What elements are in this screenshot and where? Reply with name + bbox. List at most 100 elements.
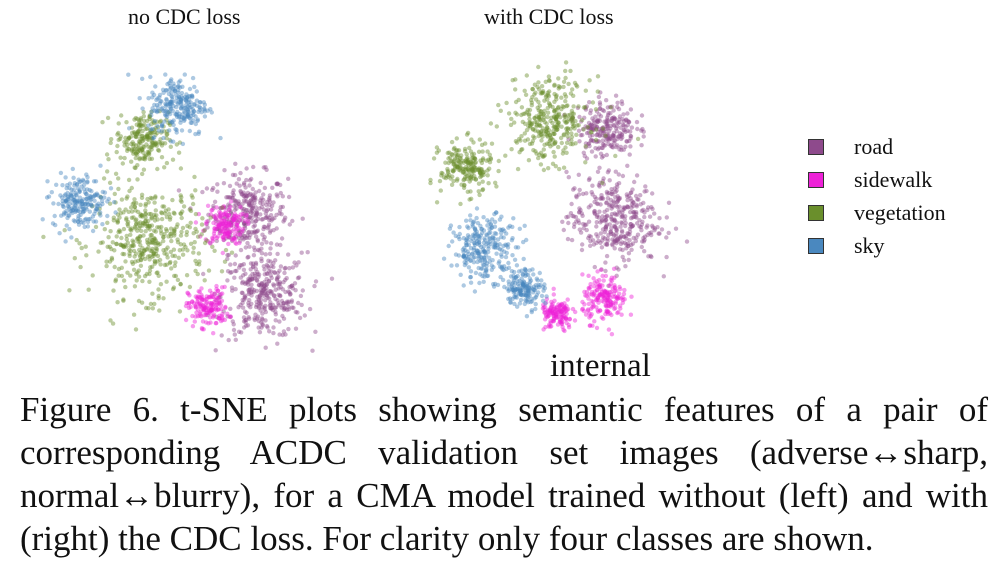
scatter-point-vegetation [556,144,561,150]
scatter-point-sky [457,231,462,237]
scatter-point-road [239,263,244,268]
scatter-point-vegetation [136,221,141,226]
scatter-point-sidewalk [209,301,214,306]
scatter-point-vegetation [450,174,455,179]
scatter-point-vegetation [149,128,154,133]
scatter-point-sky [485,273,491,278]
scatter-point-road [666,230,671,236]
scatter-point-road [254,299,259,304]
scatter-point-vegetation [148,233,153,238]
scatter-point-sidewalk [193,305,199,310]
scatter-point-road [239,192,244,197]
scatter-point-road [269,306,274,311]
scatter-point-vegetation [134,217,139,222]
scatter-point-sidewalk [586,301,592,307]
scatter-point-road [241,267,247,272]
scatter-point-sky [69,235,74,240]
scatter-point-road [642,214,647,220]
scatter-point-sidewalk [231,220,237,225]
scatter-point-road [241,228,246,234]
scatter-point-road [282,305,287,311]
scatter-point-sidewalk [203,320,209,325]
scatter-point-road [245,323,251,328]
scatter-point-vegetation [563,99,568,104]
scatter-point-road [281,280,286,285]
scatter-point-sidewalk [580,299,585,305]
scatter-point-sky [84,191,89,197]
scatter-point-road [211,206,216,211]
scatter-point-road [625,122,630,128]
scatter-point-road [260,285,266,290]
scatter-point-road [613,169,618,174]
legend-item-sidewalk: sidewalk [808,163,946,196]
scatter-point-vegetation [118,136,123,141]
scatter-point-sky [464,218,469,223]
scatter-point-vegetation [167,121,173,126]
scatter-point-vegetation [167,261,172,266]
scatter-point-vegetation [133,327,139,332]
scatter-point-road [258,198,263,203]
scatter-point-vegetation [480,149,485,154]
scatter-point-road [266,222,272,227]
scatter-point-sky [137,96,142,101]
scatter-point-sky [70,166,76,172]
scatter-point-road [609,187,614,192]
scatter-point-road [259,204,264,210]
scatter-point-sky [187,102,192,108]
scatter-point-road [259,256,264,261]
scatter-point-vegetation [152,214,158,220]
scatter-point-road [232,198,237,203]
scatter-point-sidewalk [244,212,249,218]
scatter-point-vegetation [150,118,155,123]
scatter-point-vegetation [137,247,142,253]
scatter-point-vegetation [134,271,139,277]
scatter-point-road [242,226,248,231]
scatter-point-sidewalk [211,312,217,317]
scatter-point-sidewalk [611,266,617,271]
scatter-point-vegetation [168,215,173,220]
scatter-point-sidewalk [207,288,213,293]
scatter-point-sidewalk [210,307,215,313]
scatter-point-road [248,203,253,208]
scatter-point-road [289,300,294,305]
scatter-point-road [273,305,279,310]
scatter-point-road [246,254,251,260]
scatter-point-sky [85,179,90,184]
scatter-point-vegetation [136,128,141,133]
scatter-point-road [269,203,275,208]
scatter-point-sky [175,109,180,115]
scatter-point-road [247,290,252,295]
scatter-point-road [225,195,231,200]
scatter-point-vegetation [123,135,128,141]
scatter-point-sidewalk [220,221,226,227]
scatter-point-road [576,172,581,177]
scatter-point-road [275,181,280,187]
scatter-point-road [234,181,239,186]
scatter-point-vegetation [177,248,182,253]
scatter-point-vegetation [142,221,147,226]
scatter-point-vegetation [115,143,120,149]
scatter-point-vegetation [524,127,530,133]
scatter-point-sidewalk [224,223,229,228]
scatter-point-vegetation [195,271,200,277]
scatter-point-vegetation [135,270,140,275]
scatter-point-vegetation [129,141,134,147]
scatter-point-road [227,235,232,240]
scatter-point-road [609,216,614,221]
scatter-point-sidewalk [558,307,563,312]
scatter-point-sidewalk [220,225,225,230]
scatter-point-road [236,177,242,182]
scatter-point-road [618,144,624,150]
scatter-point-sky [182,72,187,77]
scatter-point-sky [493,281,498,287]
scatter-point-vegetation [178,233,184,238]
scatter-point-vegetation [135,235,141,241]
scatter-point-road [581,221,586,227]
scatter-point-vegetation [520,147,525,152]
scatter-point-road [641,134,646,139]
scatter-point-sidewalk [629,294,634,299]
scatter-point-vegetation [180,252,186,257]
scatter-point-sidewalk [195,295,200,300]
scatter-point-vegetation [142,122,147,128]
scatter-point-road [595,234,600,239]
